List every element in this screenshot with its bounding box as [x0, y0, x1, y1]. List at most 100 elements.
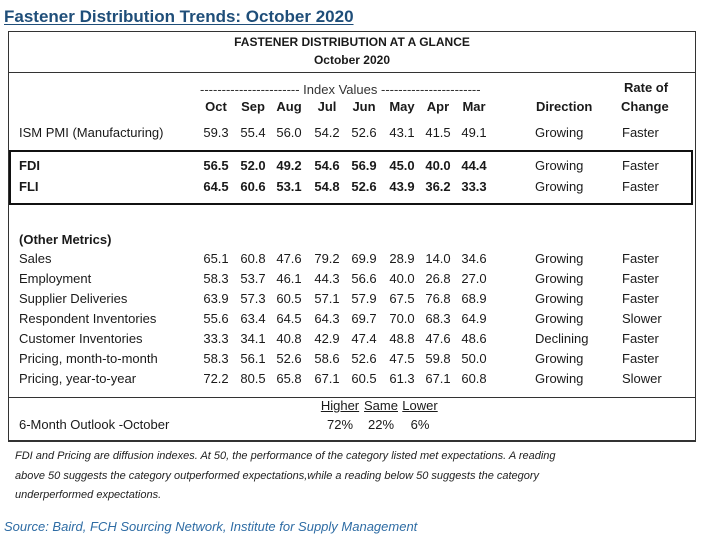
metric-row-respondent-inventories-label: Respondent Inventories: [19, 311, 157, 326]
metric-row-employment-label: Employment: [19, 271, 92, 286]
metric-row-employment-rate: Faster: [622, 271, 659, 286]
outlook-header-same: Same: [364, 398, 398, 413]
metric-row-supplier-deliveries-value: 57.3: [240, 291, 266, 306]
metric-row-supplier-deliveries-value: 60.5: [276, 291, 302, 306]
metric-row-customer-inventories-value: 40.8: [276, 331, 302, 346]
metric-row-customer-inventories-value: 42.9: [314, 331, 340, 346]
metric-row-pricing-month-to-month-value: 50.0: [461, 351, 487, 366]
metric-row-respondent-inventories-value: 63.4: [240, 311, 266, 326]
direction-header: Direction: [536, 99, 593, 114]
metric-row-pricing-month-to-month-value: 47.5: [389, 351, 415, 366]
metric-row-pricing-month-to-month-label: Pricing, month-to-month: [19, 351, 158, 366]
outlook-value-lower: 6%: [410, 417, 430, 432]
metric-row-pricing-month-to-month-value: 52.6: [351, 351, 377, 366]
metric-row-supplier-deliveries-value: 63.9: [203, 291, 229, 306]
metric-row-pricing-month-to-month-direction: Growing: [535, 351, 584, 366]
column-header-oct: Oct: [205, 99, 227, 114]
metric-row-supplier-deliveries-value: 67.5: [389, 291, 415, 306]
outlook-header-lower: Lower: [402, 398, 438, 413]
fli-row-label: FLI: [19, 179, 39, 194]
metric-row-supplier-deliveries-value: 57.9: [351, 291, 377, 306]
ism-row-value: 43.1: [389, 125, 415, 140]
ism-row-value: 49.1: [461, 125, 487, 140]
metric-row-pricing-month-to-month-value: 52.6: [276, 351, 302, 366]
metric-row-pricing-month-to-month-value: 59.8: [425, 351, 451, 366]
metric-row-customer-inventories-value: 47.6: [425, 331, 451, 346]
metric-row-pricing-year-to-year-label: Pricing, year-to-year: [19, 371, 137, 386]
column-header-jul: Jul: [317, 99, 337, 114]
metric-row-customer-inventories-value: 47.4: [351, 331, 377, 346]
metric-row-respondent-inventories-value: 68.3: [425, 311, 451, 326]
index-values-label: ----------------------- Index Values ---…: [200, 82, 481, 97]
metric-row-sales-value: 79.2: [314, 251, 340, 266]
metric-row-employment-value: 46.1: [276, 271, 302, 286]
outlook-label: 6-Month Outlook -October: [19, 417, 170, 432]
fli-row-value: 53.1: [276, 179, 302, 194]
metric-row-pricing-year-to-year-value: 67.1: [314, 371, 340, 386]
note-line-2: above 50 suggests the category outperfor…: [15, 470, 540, 482]
fdi-row-value: 40.0: [425, 158, 451, 173]
fdi-fli-highlight-box: [9, 150, 693, 205]
metric-row-pricing-year-to-year-direction: Growing: [535, 371, 584, 386]
fdi-row-direction: Growing: [535, 158, 584, 173]
metric-row-respondent-inventories-value: 64.3: [314, 311, 340, 326]
metric-row-supplier-deliveries-direction: Growing: [535, 291, 584, 306]
metric-row-pricing-year-to-year-value: 72.2: [203, 371, 229, 386]
fli-row-direction: Growing: [535, 179, 584, 194]
summary-table-frame: FASTENER DISTRIBUTION AT A GLANCE Octobe…: [8, 31, 696, 441]
metric-row-sales-value: 34.6: [461, 251, 487, 266]
metric-row-pricing-year-to-year-value: 60.8: [461, 371, 487, 386]
column-header-apr: Apr: [426, 99, 450, 114]
metric-row-customer-inventories-label: Customer Inventories: [19, 331, 143, 346]
metric-row-pricing-year-to-year-value: 80.5: [240, 371, 266, 386]
ism-row-label: ISM PMI (Manufacturing): [19, 125, 164, 140]
metric-row-respondent-inventories-value: 64.5: [276, 311, 302, 326]
ism-row-rate: Faster: [622, 125, 659, 140]
ism-row-value: 55.4: [240, 125, 266, 140]
metric-row-pricing-month-to-month-value: 56.1: [240, 351, 266, 366]
metric-row-employment-value: 44.3: [314, 271, 340, 286]
metric-row-employment-value: 40.0: [389, 271, 415, 286]
column-header-jun: Jun: [352, 99, 376, 114]
metric-row-sales-value: 47.6: [276, 251, 302, 266]
ism-row-value: 59.3: [203, 125, 229, 140]
metric-row-pricing-month-to-month-value: 58.3: [203, 351, 229, 366]
outlook-divider: [8, 397, 696, 398]
metric-row-supplier-deliveries-value: 57.1: [314, 291, 340, 306]
fdi-row-label: FDI: [19, 158, 40, 173]
metric-row-pricing-month-to-month-rate: Faster: [622, 351, 659, 366]
source-note: Source: Baird, FCH Sourcing Network, Ins…: [4, 519, 418, 534]
metric-row-sales-rate: Faster: [622, 251, 659, 266]
fli-row-value: 33.3: [461, 179, 487, 194]
fli-row-value: 52.6: [351, 179, 377, 194]
metric-row-respondent-inventories-value: 55.6: [203, 311, 229, 326]
note-line-3: underperformed expectations.: [15, 489, 162, 501]
fli-row-value: 60.6: [240, 179, 266, 194]
table-title: FASTENER DISTRIBUTION AT A GLANCE: [234, 35, 470, 49]
fdi-row-value: 44.4: [461, 158, 487, 173]
table-subtitle: October 2020: [313, 53, 391, 67]
fdi-row-value: 52.0: [240, 158, 266, 173]
metric-row-pricing-month-to-month-value: 58.6: [314, 351, 340, 366]
metric-row-sales-value: 14.0: [425, 251, 451, 266]
metric-row-customer-inventories-direction: Declining: [535, 331, 589, 346]
column-header-mar: Mar: [462, 99, 486, 114]
rate-header-line1: Rate of: [624, 80, 669, 95]
column-header-sep: Sep: [241, 99, 265, 114]
metric-row-employment-value: 26.8: [425, 271, 451, 286]
metric-row-sales-value: 28.9: [389, 251, 415, 266]
outlook-value-higher: 72%: [326, 417, 354, 432]
metric-row-customer-inventories-value: 48.8: [389, 331, 415, 346]
table-header: FASTENER DISTRIBUTION AT A GLANCE Octobe…: [9, 32, 695, 73]
metric-row-employment-value: 53.7: [240, 271, 266, 286]
fdi-row-value: 56.9: [351, 158, 377, 173]
metric-row-sales-value: 65.1: [203, 251, 229, 266]
ism-row-value: 56.0: [276, 125, 302, 140]
metric-row-pricing-year-to-year-value: 67.1: [425, 371, 451, 386]
fdi-row-value: 45.0: [389, 158, 415, 173]
fli-row-value: 64.5: [203, 179, 229, 194]
metric-row-employment-value: 56.6: [351, 271, 377, 286]
fdi-row-value: 49.2: [276, 158, 302, 173]
outlook-header-higher: Higher: [320, 398, 360, 413]
metric-row-pricing-year-to-year-value: 60.5: [351, 371, 377, 386]
